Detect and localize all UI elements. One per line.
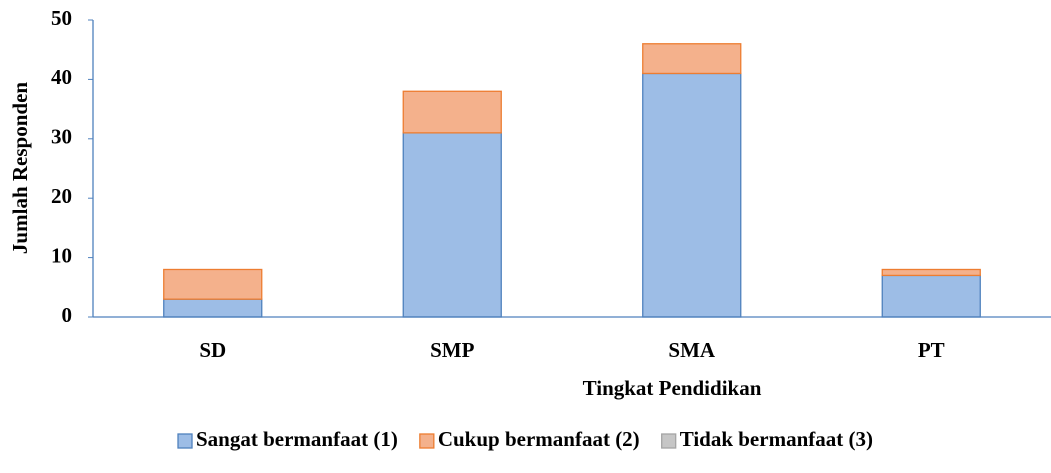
x-tick-label: SMP (430, 338, 475, 362)
bar-segment (642, 43, 742, 75)
y-tick-label: 50 (51, 6, 72, 30)
bar-segment (163, 268, 263, 300)
bar-segment (881, 274, 981, 318)
x-axis-title: Tingkat Pendidikan (583, 376, 762, 400)
y-tick-label: 10 (51, 243, 72, 267)
x-tick-label: PT (918, 338, 945, 362)
bar-segment (402, 132, 502, 318)
y-axis-title: Jumlah Responden (8, 82, 32, 254)
y-tick-label: 20 (51, 184, 72, 208)
y-tick-label: 0 (62, 303, 73, 327)
legend-label: Tidak bermanfaat (3) (680, 427, 873, 451)
bar-segment (881, 268, 981, 277)
y-tick-label: 40 (51, 65, 72, 89)
x-tick-label: SD (199, 338, 226, 362)
legend-swatch (177, 433, 193, 449)
legend-swatch (419, 433, 435, 449)
bar-segment (642, 72, 742, 318)
legend-label: Cukup bermanfaat (2) (438, 427, 640, 451)
legend-swatch (661, 433, 677, 449)
bar-segment (402, 90, 502, 134)
y-tick-label: 30 (51, 125, 72, 149)
bar-segment (163, 298, 263, 318)
legend-label: Sangat bermanfaat (1) (196, 427, 398, 451)
x-tick-label: SMA (668, 338, 716, 362)
